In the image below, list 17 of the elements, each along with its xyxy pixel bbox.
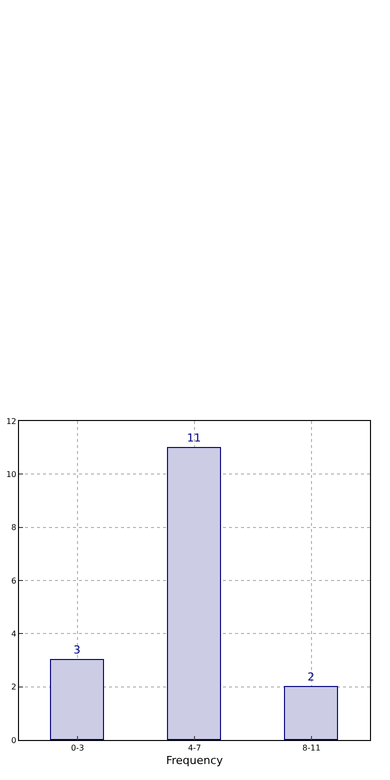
data-label: 11	[187, 432, 201, 444]
y-tick-label: 4	[11, 629, 16, 638]
x-axis-title: Frequency	[166, 754, 224, 767]
y-tick-label: 6	[11, 576, 16, 586]
x-tick-label: 4-7	[188, 744, 202, 753]
bar	[167, 447, 221, 740]
x-tick-label: 8-11	[302, 744, 321, 753]
y-tick-label: 8	[11, 523, 16, 532]
y-tick-label: 0	[11, 736, 16, 745]
bar	[284, 686, 338, 740]
data-label: 3	[74, 644, 80, 656]
x-tick-label: 0-3	[70, 744, 84, 753]
y-tick-label: 12	[6, 416, 16, 426]
y-tick-label: 10	[6, 470, 16, 479]
y-tick-label: 2	[11, 682, 16, 692]
data-label: 2	[308, 670, 314, 684]
bar	[50, 659, 104, 740]
